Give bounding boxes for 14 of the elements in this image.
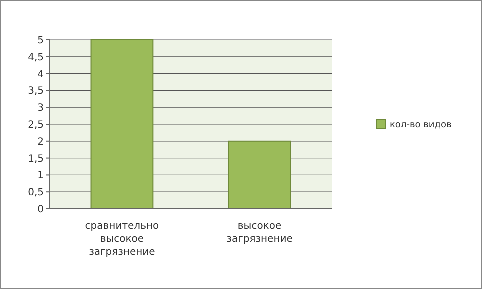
y-tick-label: 4,5 [28, 52, 44, 64]
y-tick-label: 4 [38, 69, 44, 80]
y-tick-label: 0,5 [28, 188, 44, 199]
x-tick-label: высокое загрязнение [226, 221, 293, 245]
legend-label: кол-во видов [390, 120, 452, 131]
y-tick-label: 1 [38, 170, 44, 182]
y-tick-label: 2,5 [28, 120, 44, 131]
y-tick-label: 2 [38, 136, 44, 148]
y-tick-label: 3,5 [28, 86, 44, 98]
y-tick-label: 5 [38, 36, 44, 46]
x-tick-label: сравнительно высокое загрязнение [85, 221, 160, 258]
y-tick-label: 3 [38, 103, 44, 114]
y-tick-label: 0 [38, 204, 44, 216]
y-tick-label: 1,5 [28, 154, 44, 165]
